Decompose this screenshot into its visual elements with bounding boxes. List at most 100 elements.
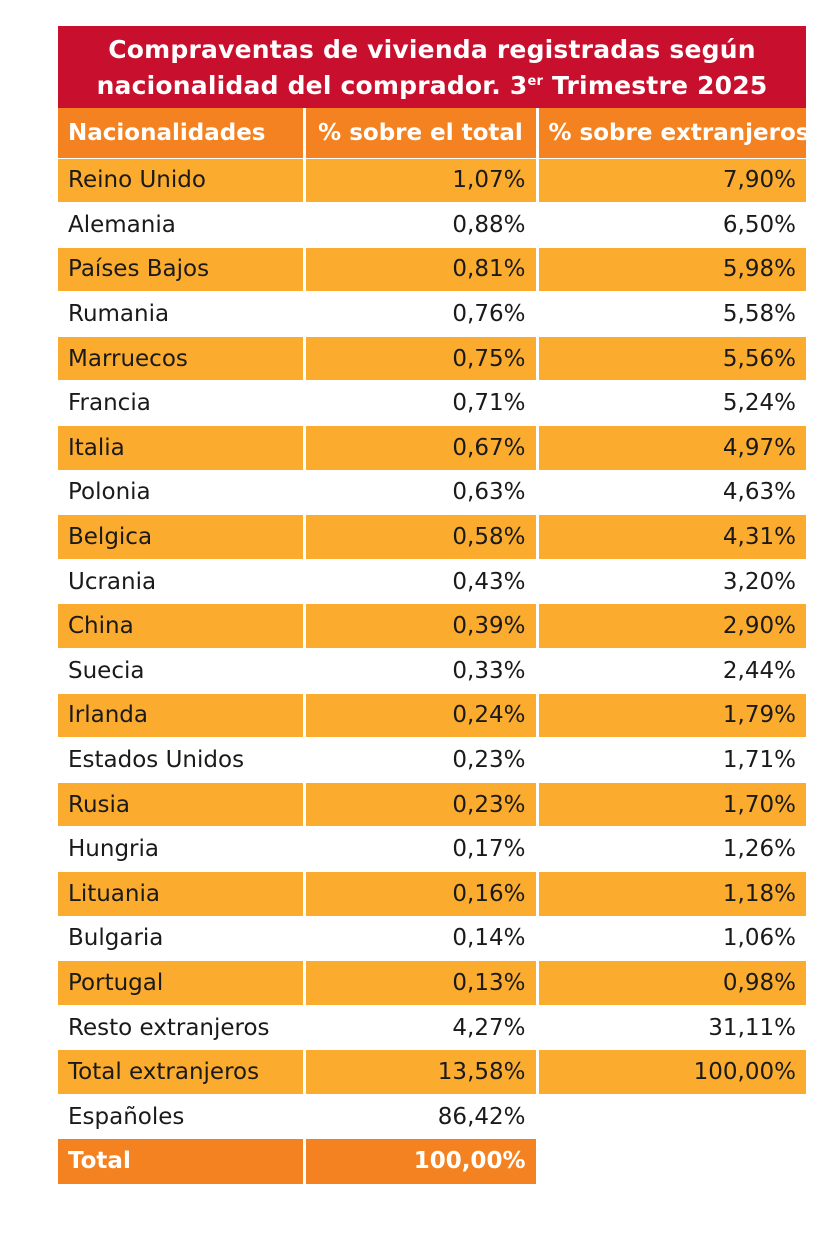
cell-nacionalidad: Portugal [58,960,304,1006]
cell-nacionalidad: Marruecos [58,335,304,382]
table-row: Resto extranjeros 4,27% 31,11% [58,1005,806,1050]
cell-pct-total: 0,17% [302,826,537,872]
table-row: Españoles 86,42% [58,1094,806,1140]
table-row: Italia 0,67% 4,97% [58,425,806,471]
data-table: Nacionalidades % sobre el total % sobre … [58,108,809,1184]
cell-pct-total: 13,58% [302,1049,537,1095]
table-row: Alemania 0,88% 6,50% [58,202,806,248]
title-superscript: er [527,74,544,89]
table-row: Suecia 0,33% 2,44% [58,648,806,694]
cell-pct-total: 0,23% [302,737,537,783]
title-line-2-suffix: Trimestre 2025 [543,71,768,100]
cell-nacionalidad: Países Bajos [58,246,304,293]
cell-pct-total: 0,43% [302,559,537,604]
table-row: Irlanda 0,24% 1,79% [58,692,806,739]
cell-nacionalidad: Resto extranjeros [58,1005,304,1050]
header-nacionalidades: Nacionalidades [58,108,304,158]
cell-nacionalidad: Suecia [58,648,304,694]
cell-pct-total: 0,75% [302,335,537,382]
cell-pct-extranjeros: 2,90% [535,603,806,650]
table-row: China 0,39% 2,90% [58,603,806,650]
table-row: Reino Unido 1,07% 7,90% [58,157,806,204]
cell-pct-total: 4,27% [302,1005,537,1050]
cell-nacionalidad: Italia [58,425,304,471]
chart-title: Compraventas de vivienda registradas seg… [58,26,806,108]
cell-pct-total: 0,23% [302,781,537,828]
cell-pct-extranjeros [535,1094,806,1140]
cell-pct-extranjeros: 0,98% [535,960,806,1006]
cell-pct-extranjeros: 3,20% [535,559,806,604]
table-row: Portugal 0,13% 0,98% [58,960,806,1006]
table-row: Estados Unidos 0,23% 1,71% [58,737,806,783]
cell-pct-extranjeros: 4,63% [535,470,806,515]
cell-pct-total: 0,76% [302,291,537,337]
cell-pct-extranjeros: 1,71% [535,737,806,783]
cell-pct-extranjeros: 6,50% [535,202,806,248]
cell-pct-extranjeros: 7,90% [535,157,806,204]
cell-pct-extranjeros: 100,00% [535,1049,806,1095]
cell-pct-total: 0,33% [302,648,537,694]
title-line-1: Compraventas de vivienda registradas seg… [108,35,756,64]
title-line-2-prefix: nacionalidad del comprador. 3 [96,71,528,100]
cell-pct-total: 0,39% [302,603,537,650]
table-row: Rumania 0,76% 5,58% [58,291,806,337]
cell-nacionalidad: Lituania [58,871,304,917]
header-row: Nacionalidades % sobre el total % sobre … [58,108,809,158]
table-row: Bulgaria 0,14% 1,06% [58,916,806,961]
total-row: Total 100,00% [58,1139,806,1184]
cell-pct-extranjeros: 5,24% [535,380,806,426]
cell-pct-extranjeros: 1,06% [535,916,806,961]
cell-nacionalidad: Ucrania [58,559,304,604]
cell-nacionalidad: Reino Unido [58,157,304,204]
cell-nacionalidad: Alemania [58,202,304,248]
cell-pct-extranjeros: 31,11% [535,1005,806,1050]
table-row: Polonia 0,63% 4,63% [58,470,806,515]
cell-pct-total: 0,58% [302,514,537,560]
cell-pct-extranjeros: 4,31% [535,514,806,560]
cell-pct-total: 0,63% [302,470,537,515]
table-row: Total extranjeros 13,58% 100,00% [58,1049,806,1095]
table-row: Marruecos 0,75% 5,56% [58,335,806,382]
cell-pct-total: 0,24% [302,692,537,739]
cell-total-label: Total [58,1139,304,1184]
cell-nacionalidad: Bulgaria [58,916,304,961]
table-body: Reino Unido 1,07% 7,90% Alemania 0,88% 6,50% P… [58,157,806,1184]
cell-nacionalidad: China [58,603,304,650]
cell-pct-extranjeros: 1,79% [535,692,806,739]
cell-pct-total: 0,88% [302,202,537,248]
table-row: Hungria 0,17% 1,26% [58,826,806,872]
cell-pct-extranjeros: 1,26% [535,826,806,872]
table-row: Lituania 0,16% 1,18% [58,871,806,917]
cell-nacionalidad: Francia [58,380,304,426]
header-pct-extranjeros: % sobre extranjeros [535,108,809,158]
header-pct-total: % sobre el total [302,108,537,158]
cell-pct-total: 0,13% [302,960,537,1006]
cell-pct-extranjeros: 4,97% [535,425,806,471]
cell-nacionalidad: Españoles [58,1094,304,1140]
table-row: Países Bajos 0,81% 5,98% [58,246,806,293]
cell-pct-extranjeros: 2,44% [535,648,806,694]
cell-nacionalidad: Total extranjeros [58,1049,304,1095]
cell-nacionalidad: Estados Unidos [58,737,304,783]
cell-pct-total: 0,81% [302,246,537,293]
cell-pct-total: 86,42% [302,1094,537,1140]
cell-pct-total: 0,14% [302,916,537,961]
cell-pct-total: 0,71% [302,380,537,426]
cell-pct-extranjeros: 5,98% [535,246,806,293]
table-chart: Compraventas de vivienda registradas seg… [58,26,809,1184]
cell-pct-extranjeros: 5,56% [535,335,806,382]
cell-nacionalidad: Rumania [58,291,304,337]
cell-nacionalidad: Polonia [58,470,304,515]
cell-total-value: 100,00% [302,1139,537,1184]
cell-empty [535,1139,806,1184]
table-row: Belgica 0,58% 4,31% [58,514,806,560]
table-row: Francia 0,71% 5,24% [58,380,806,426]
cell-pct-total: 1,07% [302,157,537,204]
cell-nacionalidad: Hungria [58,826,304,872]
table-row: Ucrania 0,43% 3,20% [58,559,806,604]
cell-pct-total: 0,16% [302,871,537,917]
table-row: Rusia 0,23% 1,70% [58,781,806,828]
title-line-2: nacionalidad del comprador. 3er Trimestr… [58,68,806,104]
cell-nacionalidad: Irlanda [58,692,304,739]
cell-nacionalidad: Belgica [58,514,304,560]
